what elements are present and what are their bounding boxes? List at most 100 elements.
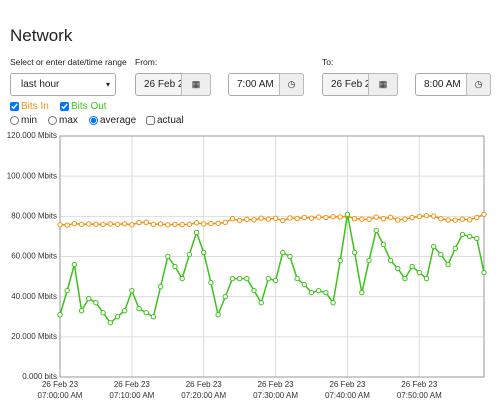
data-point xyxy=(229,216,236,222)
data-point xyxy=(416,213,423,220)
data-point xyxy=(229,275,236,282)
series-toggle[interactable]: Bits Out xyxy=(60,101,107,112)
data-point xyxy=(366,257,372,264)
data-point xyxy=(114,221,121,228)
checkbox[interactable] xyxy=(10,102,19,111)
data-point xyxy=(481,269,487,276)
x-tick-label: 26 Feb 23 07:30:00 AM xyxy=(253,380,299,400)
data-point xyxy=(272,277,279,284)
data-point xyxy=(301,281,308,288)
data-point xyxy=(179,275,185,282)
aggregation-option[interactable]: min xyxy=(10,115,37,126)
y-tick-label: 120.000 Mbits xyxy=(7,131,57,140)
data-point xyxy=(316,214,322,220)
data-point xyxy=(459,231,466,238)
aggregation-option[interactable]: max xyxy=(48,115,78,126)
data-point xyxy=(416,269,423,276)
data-point xyxy=(251,287,257,294)
data-point xyxy=(294,275,300,282)
data-point xyxy=(165,222,171,228)
data-point xyxy=(337,214,343,220)
x-tick-label: 26 Feb 23 07:00:00 AM xyxy=(37,380,83,400)
data-point xyxy=(373,227,379,234)
data-point xyxy=(265,275,272,282)
page-title: Network xyxy=(10,26,73,45)
data-point xyxy=(129,222,135,228)
data-point xyxy=(337,257,343,264)
from-date-value: 26 Feb 2 xyxy=(144,79,184,90)
radio[interactable] xyxy=(146,116,155,125)
to-clock-button[interactable]: ◷ xyxy=(466,73,491,96)
data-point xyxy=(186,221,193,228)
data-point xyxy=(100,221,106,228)
y-tick-label: 80.000 Mbits xyxy=(11,211,57,220)
data-point xyxy=(244,275,250,282)
data-point xyxy=(387,214,394,221)
radio[interactable] xyxy=(48,116,57,125)
data-point xyxy=(402,275,408,282)
data-point xyxy=(121,221,128,227)
range-select[interactable]: last hour ▾ xyxy=(10,73,116,96)
data-point xyxy=(466,233,473,240)
data-point xyxy=(215,220,221,227)
y-tick-label: 100.000 Mbits xyxy=(7,171,57,180)
data-point xyxy=(172,263,178,270)
data-point xyxy=(136,219,142,226)
data-point xyxy=(316,287,322,294)
data-point xyxy=(222,293,228,300)
data-point xyxy=(107,221,114,227)
to-calendar-button[interactable]: ▦ xyxy=(368,73,398,96)
data-point xyxy=(373,214,379,220)
data-point xyxy=(351,216,358,222)
to-label: To: xyxy=(322,57,334,67)
from-clock-button[interactable]: ◷ xyxy=(279,73,304,96)
data-point xyxy=(402,216,408,222)
checkbox[interactable] xyxy=(60,102,69,111)
data-point xyxy=(287,215,293,221)
y-tick-label: 0.000 bits xyxy=(22,372,57,380)
data-point xyxy=(100,310,106,316)
data-point xyxy=(136,306,142,312)
radio[interactable] xyxy=(89,116,98,125)
data-point xyxy=(423,213,430,219)
aggregation-option-label: actual xyxy=(157,115,184,126)
data-point xyxy=(459,216,466,222)
data-point xyxy=(430,213,437,219)
y-tick-label: 40.000 Mbits xyxy=(11,292,57,301)
data-point xyxy=(208,279,214,286)
data-point xyxy=(445,217,451,223)
series-line xyxy=(59,214,485,324)
data-point xyxy=(423,275,430,282)
data-point xyxy=(280,249,286,256)
data-point xyxy=(445,261,451,268)
aggregation-option[interactable]: actual xyxy=(146,115,184,126)
data-point xyxy=(466,217,473,223)
range-label: Select or enter date/time range xyxy=(10,57,127,67)
series-toggle[interactable]: Bits In xyxy=(10,101,49,112)
data-point xyxy=(71,220,78,227)
data-point xyxy=(366,216,372,223)
data-point xyxy=(244,216,250,223)
x-tick-label: 26 Feb 23 07:40:00 AM xyxy=(324,380,370,400)
data-point xyxy=(107,320,114,326)
data-point xyxy=(78,308,85,314)
aggregation-option[interactable]: average xyxy=(89,115,136,126)
data-point xyxy=(452,217,458,223)
data-point xyxy=(215,312,221,318)
data-point xyxy=(308,215,315,221)
chart: 0.000 bits 20.000 Mbits 40.000 Mbits 60.000… xyxy=(7,131,487,380)
data-point xyxy=(186,251,193,258)
radio[interactable] xyxy=(10,116,19,125)
data-point xyxy=(236,217,243,224)
data-point xyxy=(323,289,329,296)
from-calendar-button[interactable]: ▦ xyxy=(181,73,211,96)
data-point xyxy=(387,257,394,264)
data-point xyxy=(308,289,315,296)
series-toggle-label: Bits In xyxy=(21,101,49,112)
data-point xyxy=(258,215,264,221)
data-point xyxy=(301,214,308,221)
data-point xyxy=(330,299,336,306)
data-point xyxy=(172,221,178,228)
plot-frame xyxy=(59,135,485,378)
data-point xyxy=(222,219,228,226)
